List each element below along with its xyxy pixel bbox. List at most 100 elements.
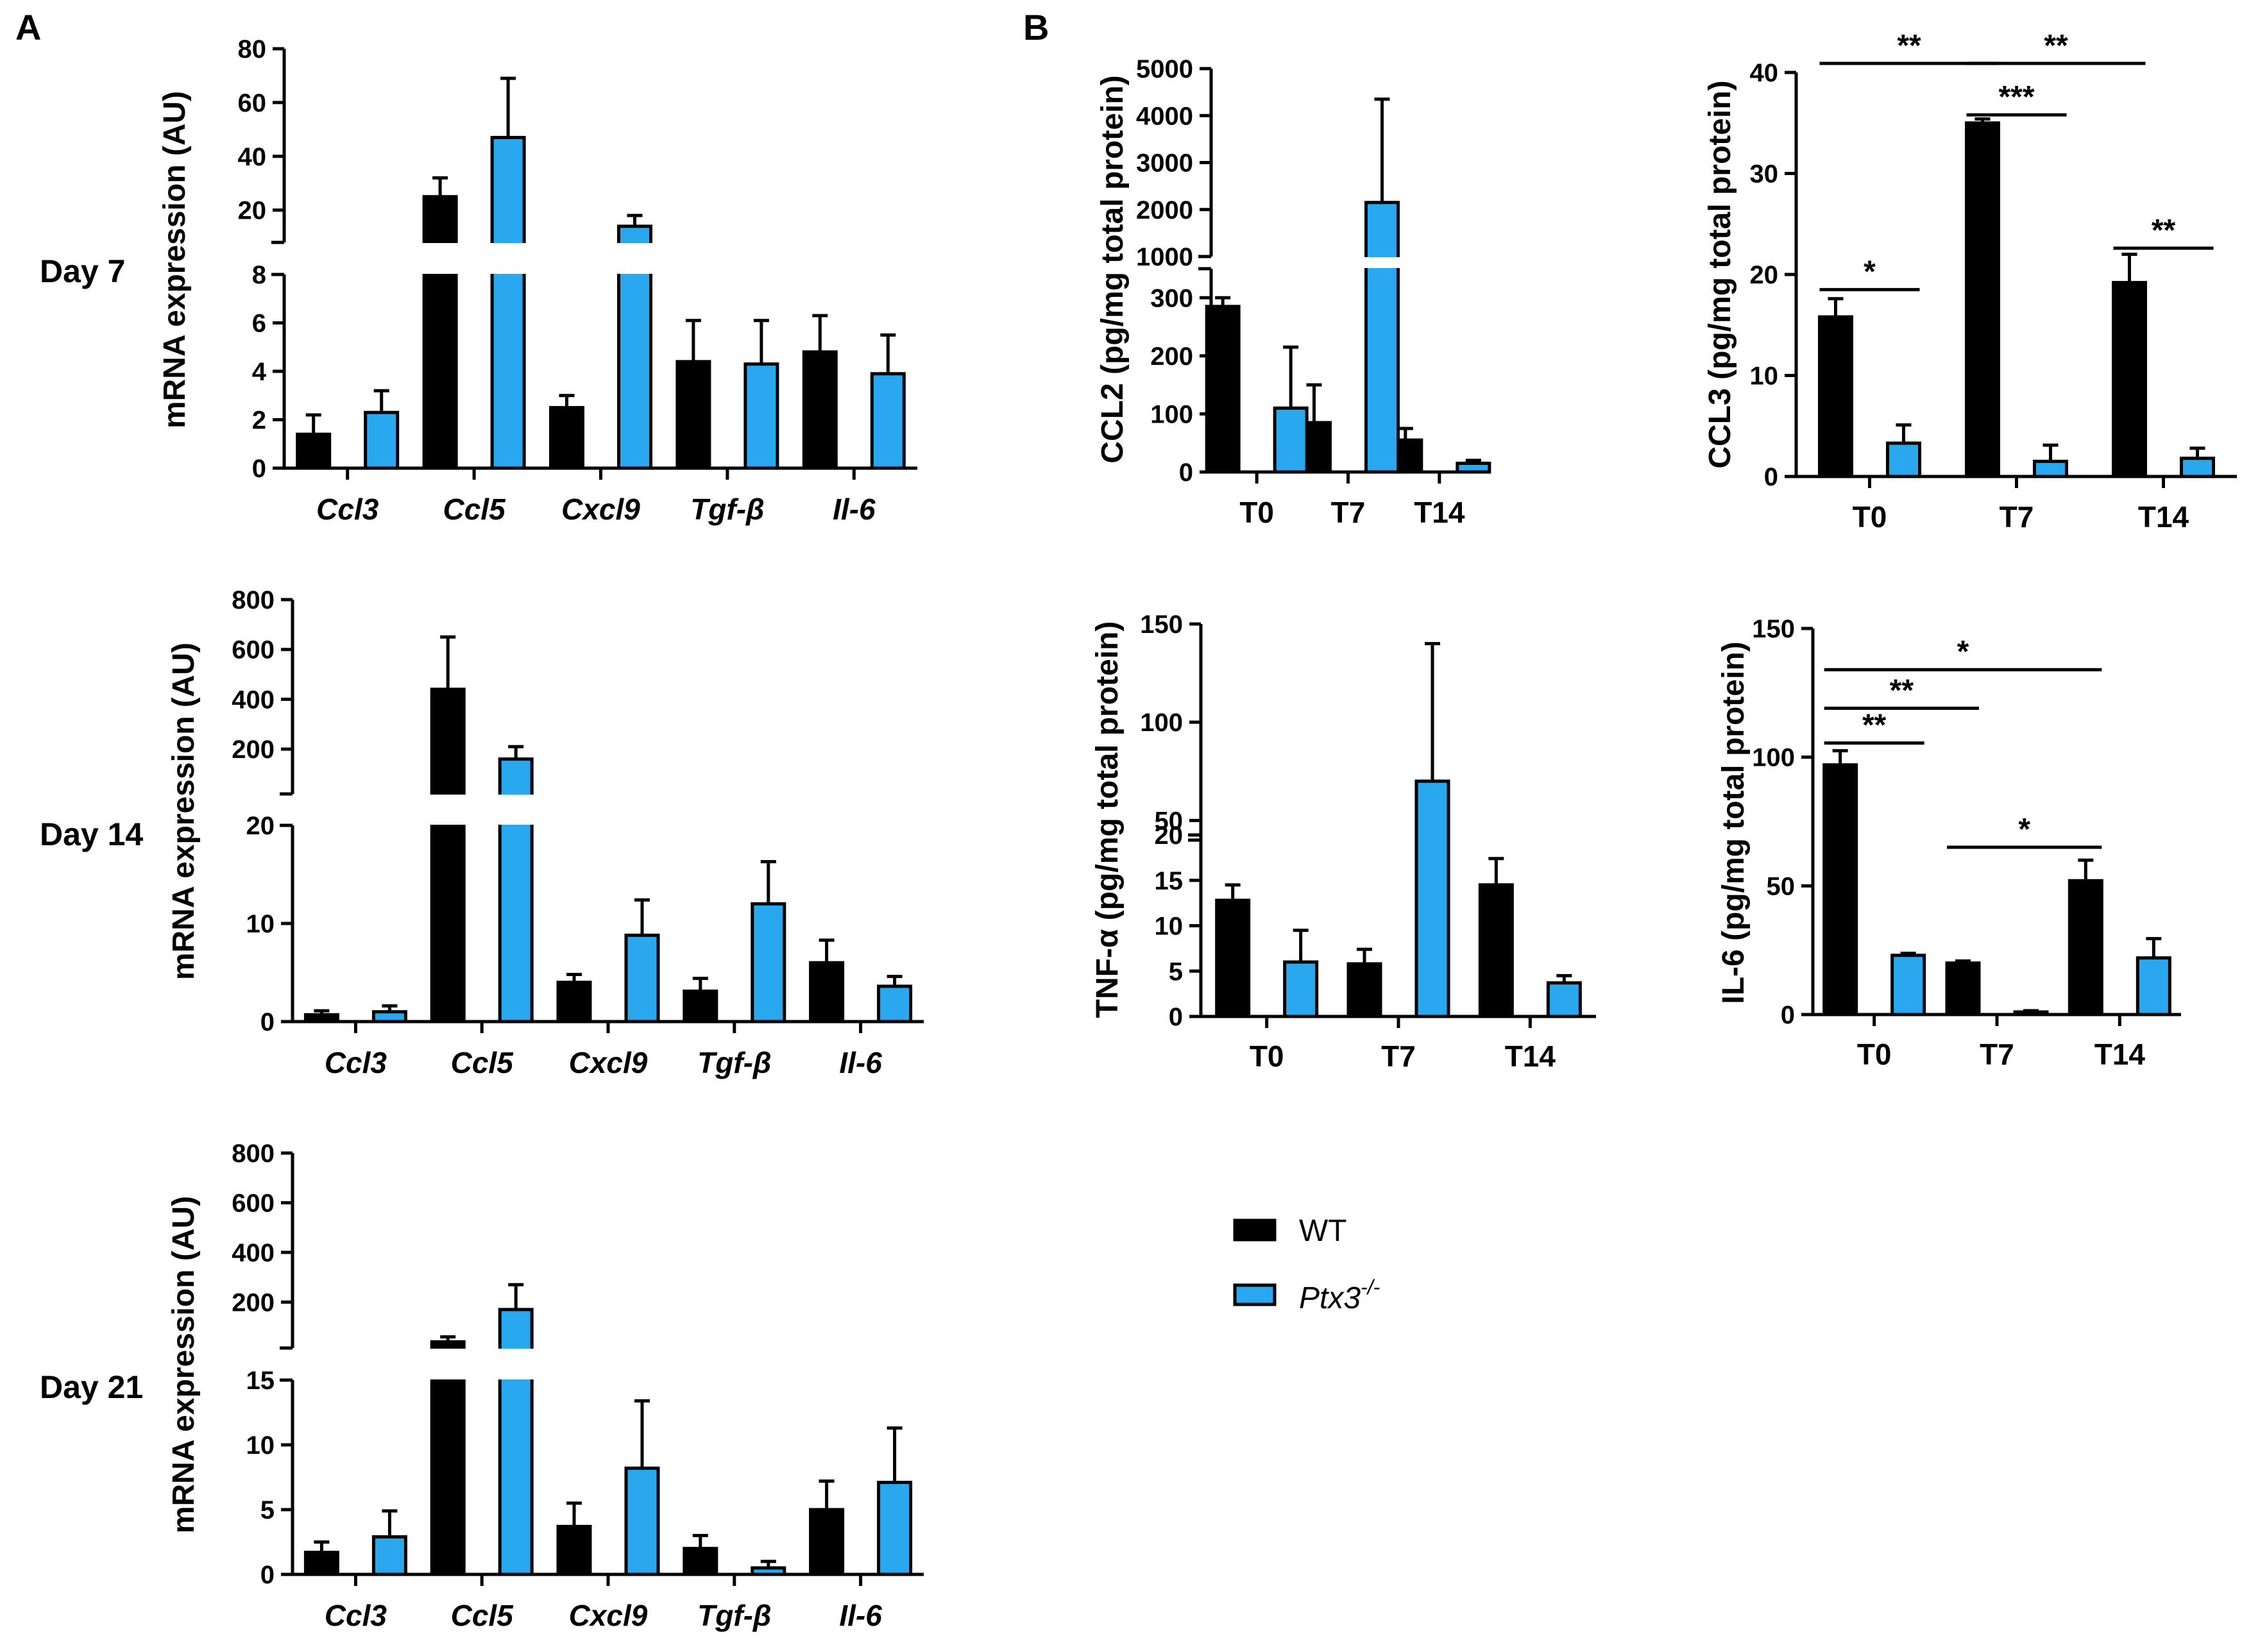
x-tick-label: Ccl5 xyxy=(451,1046,514,1079)
y-tick-label: 40 xyxy=(238,143,267,171)
y-tick-label: 20 xyxy=(1155,822,1184,850)
bar-ko xyxy=(490,135,526,470)
x-tick-label: T14 xyxy=(1414,496,1465,529)
bar-ko xyxy=(751,1566,786,1576)
bar-wt xyxy=(1478,883,1514,1018)
panel-label-a: A xyxy=(15,7,41,47)
significance-label: *** xyxy=(1998,80,2034,114)
bar-wt xyxy=(556,1524,592,1576)
bar-ko xyxy=(624,1466,660,1576)
bar-wt xyxy=(1965,121,2000,478)
bar-wt xyxy=(1818,315,1853,478)
y-tick-label: 100 xyxy=(1150,400,1193,428)
significance-label: ** xyxy=(1862,709,1887,743)
y-axis-label: IL-6 (pg/mg total protein) xyxy=(1717,641,1751,1004)
row-label-day-7: Day 7 xyxy=(40,253,125,289)
chart-day7: 0 2 4 6 8 20 40 60 80 mRNA expression (AU) Ccl3 Ccl… xyxy=(158,35,917,526)
y-tick-label: 0 xyxy=(1764,463,1778,491)
y-tick-label: 300 xyxy=(1150,284,1193,312)
y-tick-label: 20 xyxy=(238,197,267,225)
bar-wt xyxy=(1215,898,1251,1018)
significance-label: * xyxy=(1864,255,1876,289)
bar-wt xyxy=(556,981,592,1024)
x-tick-label: Tgf-β xyxy=(690,493,764,526)
legend-label-ko-sup: -/- xyxy=(1361,1276,1380,1299)
bar-ko xyxy=(1283,960,1319,1018)
bar-break-gap xyxy=(489,243,527,274)
bar-ko xyxy=(371,1010,407,1024)
y-tick-label: 0 xyxy=(260,1561,275,1589)
y-tick-label: 4 xyxy=(252,358,267,386)
bar-wt xyxy=(303,1551,339,1576)
y-tick-label: 4000 xyxy=(1136,102,1193,130)
legend-swatch-wt xyxy=(1233,1218,1277,1242)
y-tick-label: 100 xyxy=(1752,744,1795,772)
bar-ko xyxy=(364,410,400,470)
bar-ko xyxy=(624,933,660,1024)
bar-ko xyxy=(2180,457,2215,478)
y-tick-label: 80 xyxy=(238,35,267,63)
significance-label: * xyxy=(1957,635,1969,669)
bar-wt xyxy=(1945,961,1981,1016)
bar-wt xyxy=(1205,305,1241,474)
y-tick-label: 2 xyxy=(252,407,266,435)
significance-label: ** xyxy=(1890,673,1914,707)
y-axis-label: mRNA expression (AU) xyxy=(167,1196,201,1533)
bar-wt xyxy=(430,687,466,1024)
y-tick-label: 40 xyxy=(1750,59,1779,87)
y-tick-label: 800 xyxy=(232,586,275,614)
y-tick-label: 5000 xyxy=(1136,55,1193,83)
y-tick-label: 10 xyxy=(1155,913,1184,941)
bar-wt xyxy=(2068,879,2103,1016)
y-tick-label: 600 xyxy=(232,1189,275,1217)
y-tick-label: 2000 xyxy=(1136,196,1193,224)
y-tick-label: 6 xyxy=(252,310,266,338)
y-tick-label: 10 xyxy=(246,910,275,938)
bar-break-gap xyxy=(429,795,467,825)
x-tick-label: T14 xyxy=(2138,500,2189,534)
bar-wt xyxy=(683,990,718,1024)
y-tick-label: 3000 xyxy=(1136,149,1193,178)
significance-label: ** xyxy=(2044,29,2068,63)
x-tick-label: Il-6 xyxy=(833,493,876,526)
y-tick-label: 0 xyxy=(252,455,266,483)
bar-break-gap xyxy=(429,1349,467,1379)
y-tick-label: 15 xyxy=(1155,867,1184,895)
bar-wt xyxy=(802,350,838,470)
x-tick-label: Tgf-β xyxy=(697,1599,771,1632)
y-axis-label: TNF-α (pg/mg total protein) xyxy=(1091,621,1125,1018)
y-tick-label: 50 xyxy=(1155,807,1184,835)
row-label-day-14: Day 14 xyxy=(40,816,143,852)
bar-ko xyxy=(1546,981,1582,1018)
legend-label-ko-text: Ptx3 xyxy=(1299,1281,1361,1315)
bar-ko xyxy=(1890,954,1926,1016)
bar-wt xyxy=(430,1340,466,1576)
bar-ko xyxy=(1886,441,1921,478)
bar-ko xyxy=(2013,1010,2049,1016)
bar-break-gap xyxy=(616,243,654,274)
y-tick-label: 150 xyxy=(1752,615,1795,643)
bar-ko xyxy=(1456,461,1491,474)
y-tick-label: 400 xyxy=(232,1239,275,1267)
x-tick-label: T14 xyxy=(1505,1040,1556,1073)
bar-wt xyxy=(683,1547,718,1576)
legend-swatch-ko xyxy=(1233,1283,1277,1306)
legend: WT Ptx3-/- xyxy=(1233,1214,1380,1315)
y-tick-label: 0 xyxy=(260,1008,275,1036)
y-tick-label: 8 xyxy=(252,261,266,289)
y-axis-label: CCL2 (pg/mg total protein) xyxy=(1096,75,1130,463)
bar-ko xyxy=(1273,406,1309,474)
x-tick-label: Cxcl9 xyxy=(569,1599,648,1632)
x-tick-label: T7 xyxy=(1980,1038,2014,1071)
bar-ko xyxy=(1414,779,1450,1018)
x-tick-label: Ccl3 xyxy=(325,1599,387,1632)
chart-ccl3: 0 10 20 30 40 CCL3 (pg/mg total protein) T0 T7 T… xyxy=(1703,29,2237,534)
y-tick-label: 200 xyxy=(1150,342,1193,371)
y-tick-label: 400 xyxy=(232,686,275,714)
bar-wt xyxy=(422,195,458,470)
bar-ko xyxy=(743,362,779,470)
y-tick-label: 10 xyxy=(246,1431,275,1460)
